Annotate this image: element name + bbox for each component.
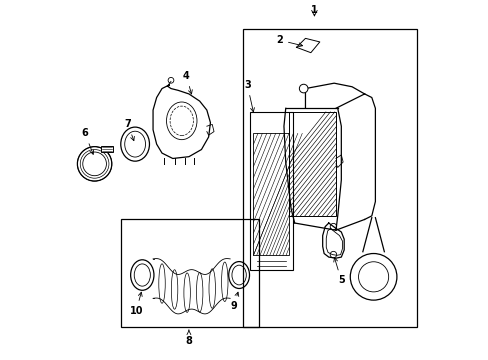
Bar [253,134,289,255]
Text: 8: 8 [185,330,192,346]
Bar [101,145,112,152]
Bar [249,112,292,270]
Circle shape [299,84,307,93]
Text: 1: 1 [310,5,317,15]
Text: 9: 9 [230,292,238,311]
Text: 3: 3 [244,80,254,112]
Bar [121,220,258,327]
Text: 2: 2 [276,35,302,47]
Text: 7: 7 [124,120,134,141]
Text: 6: 6 [81,129,93,154]
Bar [242,30,416,327]
Text: 10: 10 [129,292,142,316]
Text: 5: 5 [333,258,344,285]
Text: 4: 4 [183,71,192,94]
Bar [289,112,335,216]
